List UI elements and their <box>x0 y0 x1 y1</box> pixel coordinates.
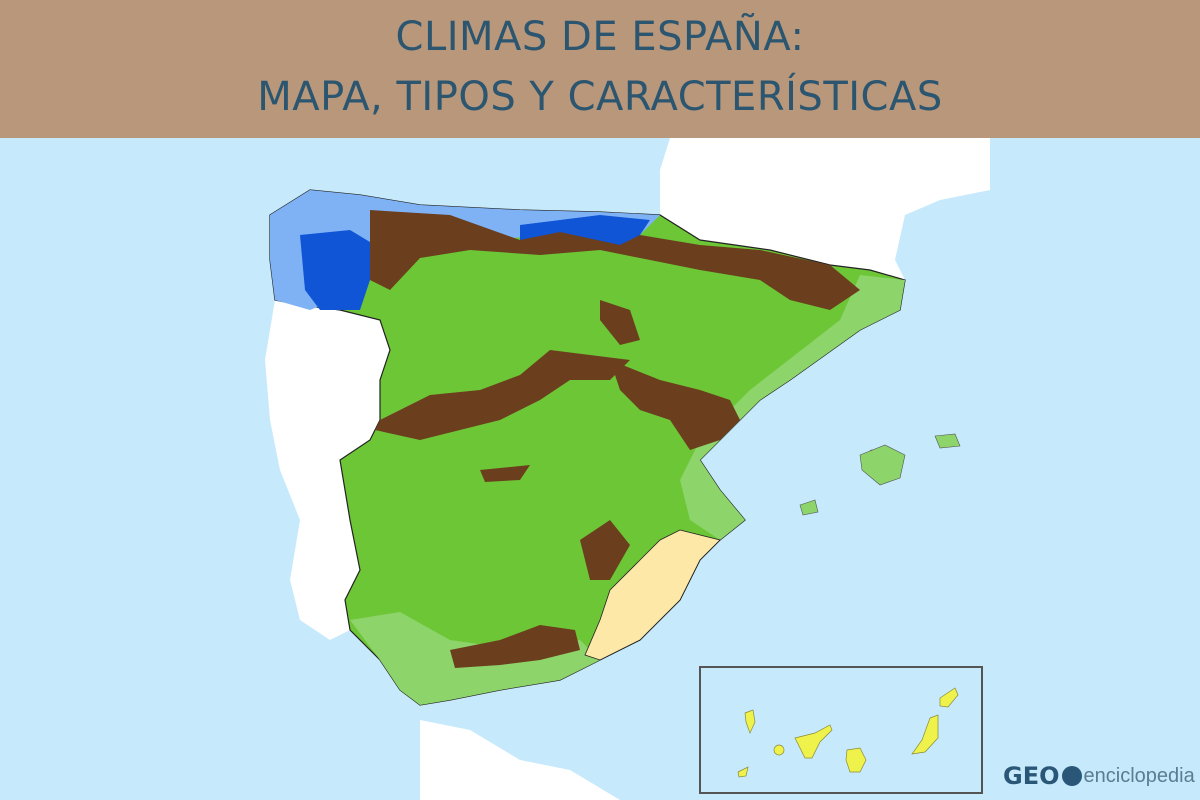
menorca-island <box>934 433 961 449</box>
climate-map <box>265 138 990 800</box>
mallorca-island <box>859 444 906 486</box>
logo-light-text: enciclopedia <box>1083 764 1195 787</box>
portugal-land <box>265 300 390 640</box>
title-line-2: MAPA, TIPOS Y CARACTERÍSTICAS <box>257 74 943 120</box>
header-banner: CLIMAS DE ESPAÑA: MAPA, TIPOS Y CARACTER… <box>0 0 1200 138</box>
mountain-zones <box>370 210 885 668</box>
semi-arid-zone <box>584 529 721 661</box>
globe-icon <box>1061 766 1082 786</box>
logo-bold-text: GEO <box>1003 762 1060 790</box>
title-line-1: CLIMAS DE ESPAÑA: <box>395 14 805 60</box>
canary-islands <box>737 687 959 778</box>
geoenciclopedia-logo: GEO enciclopedia <box>1003 762 1195 790</box>
ibiza-island <box>799 499 819 516</box>
africa-land <box>420 720 620 800</box>
france-land <box>660 138 990 280</box>
coastal-mediterranean-zone <box>680 275 905 540</box>
